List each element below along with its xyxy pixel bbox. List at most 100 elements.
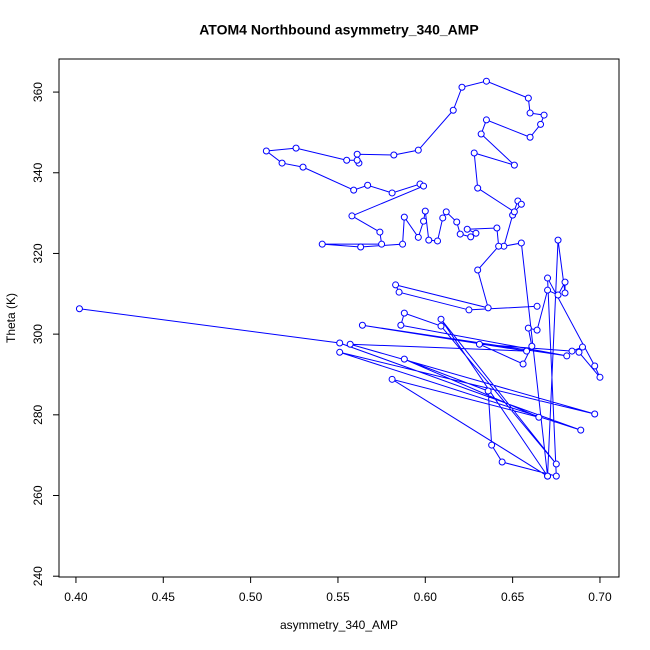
x-tick-label: 0.50 <box>239 590 263 604</box>
data-point <box>596 373 604 381</box>
data-point <box>414 146 422 154</box>
data-point <box>388 375 396 383</box>
data-point <box>437 322 445 330</box>
data-point <box>343 156 351 164</box>
data-point <box>299 163 307 171</box>
data-point <box>400 355 408 363</box>
data-point <box>544 286 552 294</box>
data-line <box>79 80 601 477</box>
data-point <box>453 218 461 226</box>
data-point <box>439 214 447 222</box>
data-point <box>400 309 408 317</box>
data-point <box>397 321 405 329</box>
data-point <box>470 149 478 157</box>
data-point <box>544 472 552 480</box>
y-tick-label: 280 <box>31 404 45 424</box>
y-tick-label: 320 <box>31 243 45 263</box>
x-tick-label: 0.70 <box>588 590 612 604</box>
data-point <box>390 151 398 159</box>
data-point <box>563 352 571 360</box>
data-point <box>458 83 466 91</box>
data-point <box>350 186 358 194</box>
x-tick-label: 0.65 <box>501 590 525 604</box>
data-point <box>526 133 534 141</box>
data-point <box>554 291 562 299</box>
data-point <box>575 348 583 356</box>
data-point <box>591 362 599 370</box>
data-point <box>552 472 560 480</box>
data-point <box>395 288 403 296</box>
data-point <box>378 240 386 248</box>
data-point <box>442 208 450 216</box>
x-axis-label: asymmetry_340_AMP <box>280 618 398 632</box>
data-point <box>388 189 396 197</box>
data-point <box>495 242 503 250</box>
x-tick-label: 0.60 <box>414 590 438 604</box>
data-point <box>353 150 361 158</box>
data-point <box>577 426 585 434</box>
data-point <box>467 233 475 241</box>
data-point <box>535 413 543 421</box>
y-axis-label: Theta (K) <box>4 293 18 343</box>
data-point <box>425 236 433 244</box>
data-point <box>488 441 496 449</box>
data-point <box>493 224 501 232</box>
data-point <box>292 144 300 152</box>
plot-frame <box>58 58 620 578</box>
data-point <box>524 94 532 102</box>
data-point <box>510 208 518 216</box>
data-point <box>353 156 361 164</box>
data-point <box>561 278 569 286</box>
x-tick-label: 0.40 <box>64 590 88 604</box>
data-point <box>472 229 480 237</box>
data-point <box>400 213 408 221</box>
data-point <box>75 305 83 313</box>
data-point <box>399 240 407 248</box>
data-point <box>544 274 552 282</box>
chart-title: ATOM4 Northbound asymmetry_340_AMP <box>199 22 479 38</box>
data-point <box>554 236 562 244</box>
data-point <box>357 243 365 251</box>
y-tick-label: 360 <box>31 82 45 102</box>
x-tick-label: 0.55 <box>326 590 350 604</box>
data-point <box>510 161 518 169</box>
data-point <box>484 304 492 312</box>
data-point <box>318 240 326 248</box>
data-point <box>517 200 525 208</box>
data-point <box>540 111 548 119</box>
data-point <box>482 116 490 124</box>
data-point <box>364 181 372 189</box>
data-point <box>449 106 457 114</box>
data-point <box>463 225 471 233</box>
data-point <box>336 339 344 347</box>
y-tick-label: 260 <box>31 485 45 505</box>
data-point <box>278 159 286 167</box>
data-point <box>348 212 356 220</box>
data-point <box>474 184 482 192</box>
y-tick-label: 340 <box>31 162 45 182</box>
y-tick-label: 240 <box>31 566 45 586</box>
data-point <box>434 237 442 245</box>
data-point <box>552 460 560 468</box>
data-point <box>523 347 531 355</box>
data-point <box>346 340 354 348</box>
data-point <box>498 458 506 466</box>
data-point <box>262 147 270 155</box>
data-point <box>533 326 541 334</box>
data-point <box>437 315 445 323</box>
y-tick-label: 300 <box>31 324 45 344</box>
data-point <box>358 321 366 329</box>
data-point <box>533 302 541 310</box>
data-point <box>484 387 492 395</box>
data-point <box>526 109 534 117</box>
data-point <box>517 239 525 247</box>
data-point <box>477 130 485 138</box>
data-point <box>519 360 527 368</box>
data-point <box>568 347 576 355</box>
data-point <box>591 410 599 418</box>
data-point <box>465 306 473 314</box>
data-point <box>336 348 344 356</box>
data-point <box>414 233 422 241</box>
data-point <box>578 343 586 351</box>
